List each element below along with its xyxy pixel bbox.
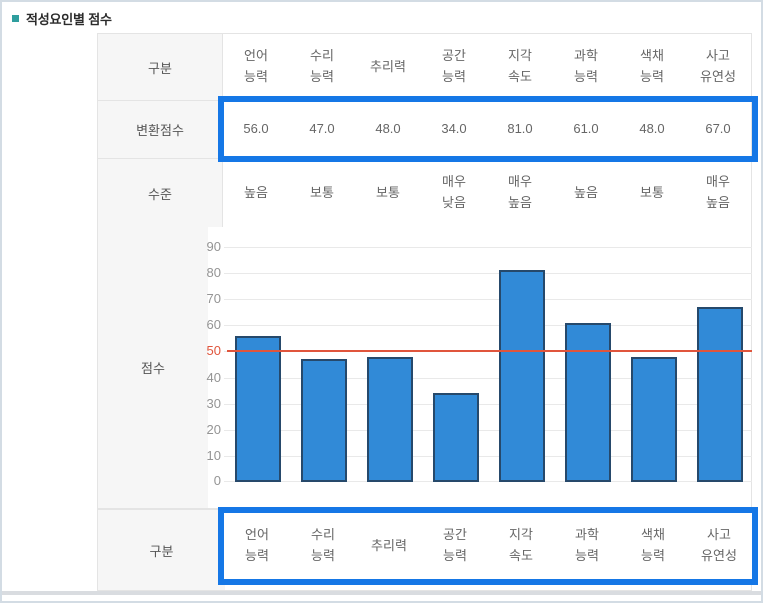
column-header-cell: 공간 능력 [421,34,487,100]
level-cell: 높음 [553,159,619,227]
gridline [224,481,752,482]
bar-추리력 [367,357,413,482]
reference-line-50 [227,350,752,352]
bar-지각속도 [499,270,545,482]
column-header-cell: 색채 능력 [619,34,685,100]
bar-수리능력 [301,359,347,482]
row-header-level: 수준 [98,159,223,228]
column-footer-cell: 색채 능력 [620,513,686,579]
converted-score-cell: 48.0 [355,101,421,158]
level-cell: 매우 높음 [487,159,553,227]
bar-공간능력 [433,393,479,482]
y-axis-tick-label: 0 [213,473,221,488]
category-highlight-box: 언어 능력 수리 능력 추리력 공간 능력 지각 속도 과학 능력 색채 능력 사고 유연성 [218,507,758,585]
converted-score-cell: 47.0 [289,101,355,158]
gridline [224,430,752,431]
bar-색채능력 [631,357,677,482]
row-header-bottom-category: 구분 [98,510,225,590]
gridline [224,247,752,248]
column-footer-cell: 공간 능력 [422,513,488,579]
y-axis-tick-label: 70 [206,291,221,306]
square-bullet-icon [12,15,19,22]
bar-chart: 0 10 20 30 40 50 60 70 80 90 [207,239,752,488]
row-header-score: 점수 [98,227,208,508]
converted-score-cell: 56.0 [223,101,289,158]
column-header-cell: 과학 능력 [553,34,619,100]
bar-언어능력 [235,336,281,482]
y-axis-tick-label: 60 [206,317,221,332]
bottom-divider [2,591,761,595]
table-row-category: 구분 언어 능력 수리 능력 추리력 공간 능력 지각 속도 과학 능력 색채 능력 사고 유… [98,34,752,101]
gridline [224,325,752,326]
level-cell: 보통 [355,159,421,227]
converted-score-cells: 56.0 47.0 48.0 34.0 81.0 61.0 48.0 67.0 [223,101,752,159]
column-footer-cell: 사고 유연성 [686,513,752,579]
chart-row: 점수 0 10 20 30 40 50 60 70 80 90 [97,227,752,509]
level-cell: 매우 높음 [685,159,751,227]
level-cells: 높음 보통 보통 매우 낮음 매우 높음 높음 보통 매우 높음 [223,159,752,228]
table-row-converted-score: 변환점수 56.0 47.0 48.0 34.0 81.0 61.0 48.0 67.0 [98,101,752,159]
level-cell: 보통 [619,159,685,227]
column-footer-cell: 수리 능력 [290,513,356,579]
gridline [224,404,752,405]
column-footer-cell: 지각 속도 [488,513,554,579]
y-axis-tick-label: 30 [206,396,221,411]
converted-score-cell: 34.0 [421,101,487,158]
level-cell: 매우 낮음 [421,159,487,227]
section-title: 적성요인별 점수 [12,9,112,28]
converted-score-cell: 67.0 [685,101,751,158]
gridline [224,378,752,379]
y-axis-tick-label: 80 [206,265,221,280]
row-header-category: 구분 [98,34,223,101]
converted-score-cell: 48.0 [619,101,685,158]
column-header-cell: 수리 능력 [289,34,355,100]
y-axis-tick-label: 50 [206,343,221,358]
column-header-cell: 추리력 [355,34,421,100]
column-footer-cell: 언어 능력 [224,513,290,579]
column-footer-cell: 추리력 [356,513,422,579]
level-cell: 보통 [289,159,355,227]
section-title-label: 적성요인별 점수 [26,12,112,27]
row-header-converted-score: 변환점수 [98,101,223,159]
gridline [224,456,752,457]
level-cell: 높음 [223,159,289,227]
category-header-cells: 언어 능력 수리 능력 추리력 공간 능력 지각 속도 과학 능력 색채 능력 사고 유연성 [223,34,752,101]
y-axis-tick-label: 40 [206,370,221,385]
y-axis-tick-label: 90 [206,239,221,254]
bar-사고유연성 [697,307,743,482]
column-header-cell: 언어 능력 [223,34,289,100]
gridline [224,273,752,274]
y-axis-tick-label: 10 [206,448,221,463]
column-header-cell: 사고 유연성 [685,34,751,100]
column-footer-cell: 과학 능력 [554,513,620,579]
converted-score-cell: 81.0 [487,101,553,158]
y-axis-tick-label: 20 [206,422,221,437]
table-row-level: 수준 높음 보통 보통 매우 낮음 매우 높음 높음 보통 매우 높음 [98,159,752,228]
converted-score-cell: 61.0 [553,101,619,158]
score-table: 구분 언어 능력 수리 능력 추리력 공간 능력 지각 속도 과학 능력 색채 능력 사고 유… [97,33,752,228]
bar-과학능력 [565,323,611,482]
column-header-cell: 지각 속도 [487,34,553,100]
gridline [224,299,752,300]
